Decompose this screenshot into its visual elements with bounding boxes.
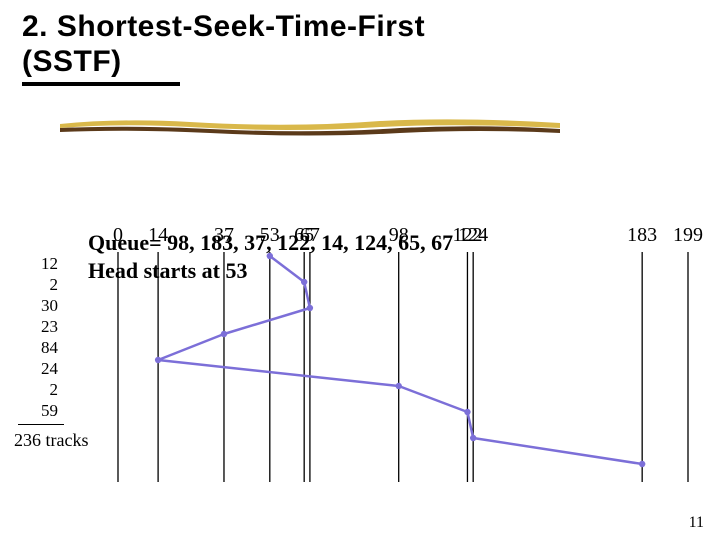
- total-rule: [18, 424, 64, 425]
- axis-tick-label: 124: [458, 224, 488, 247]
- sstf-chart: [118, 252, 688, 482]
- seek-distance-label: 23: [26, 317, 58, 337]
- title-line-2: (SSTF): [22, 45, 122, 78]
- seek-marker: [639, 461, 645, 467]
- seek-marker: [301, 279, 307, 285]
- axis-tick-label: 14: [148, 224, 168, 247]
- brush-top: [60, 119, 560, 130]
- seek-distance-label: 12: [26, 254, 58, 274]
- seek-distance-label: 59: [26, 401, 58, 421]
- seek-marker: [221, 331, 227, 337]
- seek-distance-label: 24: [26, 359, 58, 379]
- seek-distance-label: 30: [26, 296, 58, 316]
- seek-distance-label: 2: [26, 380, 58, 400]
- axis-tick-label: 67: [300, 224, 320, 247]
- seek-path: [158, 256, 642, 464]
- brush-stroke-ornament: [60, 116, 560, 138]
- brush-bottom: [60, 126, 560, 135]
- axis-tick-label: 53: [260, 224, 280, 247]
- seek-marker: [307, 305, 313, 311]
- seek-marker: [396, 383, 402, 389]
- page-number: 11: [689, 514, 704, 532]
- axis-tick-label: 0: [113, 224, 123, 247]
- seek-marker: [267, 253, 273, 259]
- slide-title: 2. Shortest-Seek-Time-First (SSTF): [0, 0, 720, 79]
- axis-tick-label: 199: [673, 224, 703, 247]
- axis-tick-label: 183: [627, 224, 657, 247]
- title-line-1: 2. Shortest-Seek-Time-First: [22, 10, 425, 43]
- axis-tick-label: 98: [389, 224, 409, 247]
- seek-marker: [470, 435, 476, 441]
- title-underline: [22, 82, 180, 86]
- seek-distance-label: 2: [26, 275, 58, 295]
- axis-tick-label: 37: [214, 224, 234, 247]
- seek-marker: [464, 409, 470, 415]
- chart-svg: [118, 252, 688, 482]
- total-tracks-label: 236 tracks: [14, 430, 88, 451]
- seek-marker: [155, 357, 161, 363]
- seek-distance-label: 84: [26, 338, 58, 358]
